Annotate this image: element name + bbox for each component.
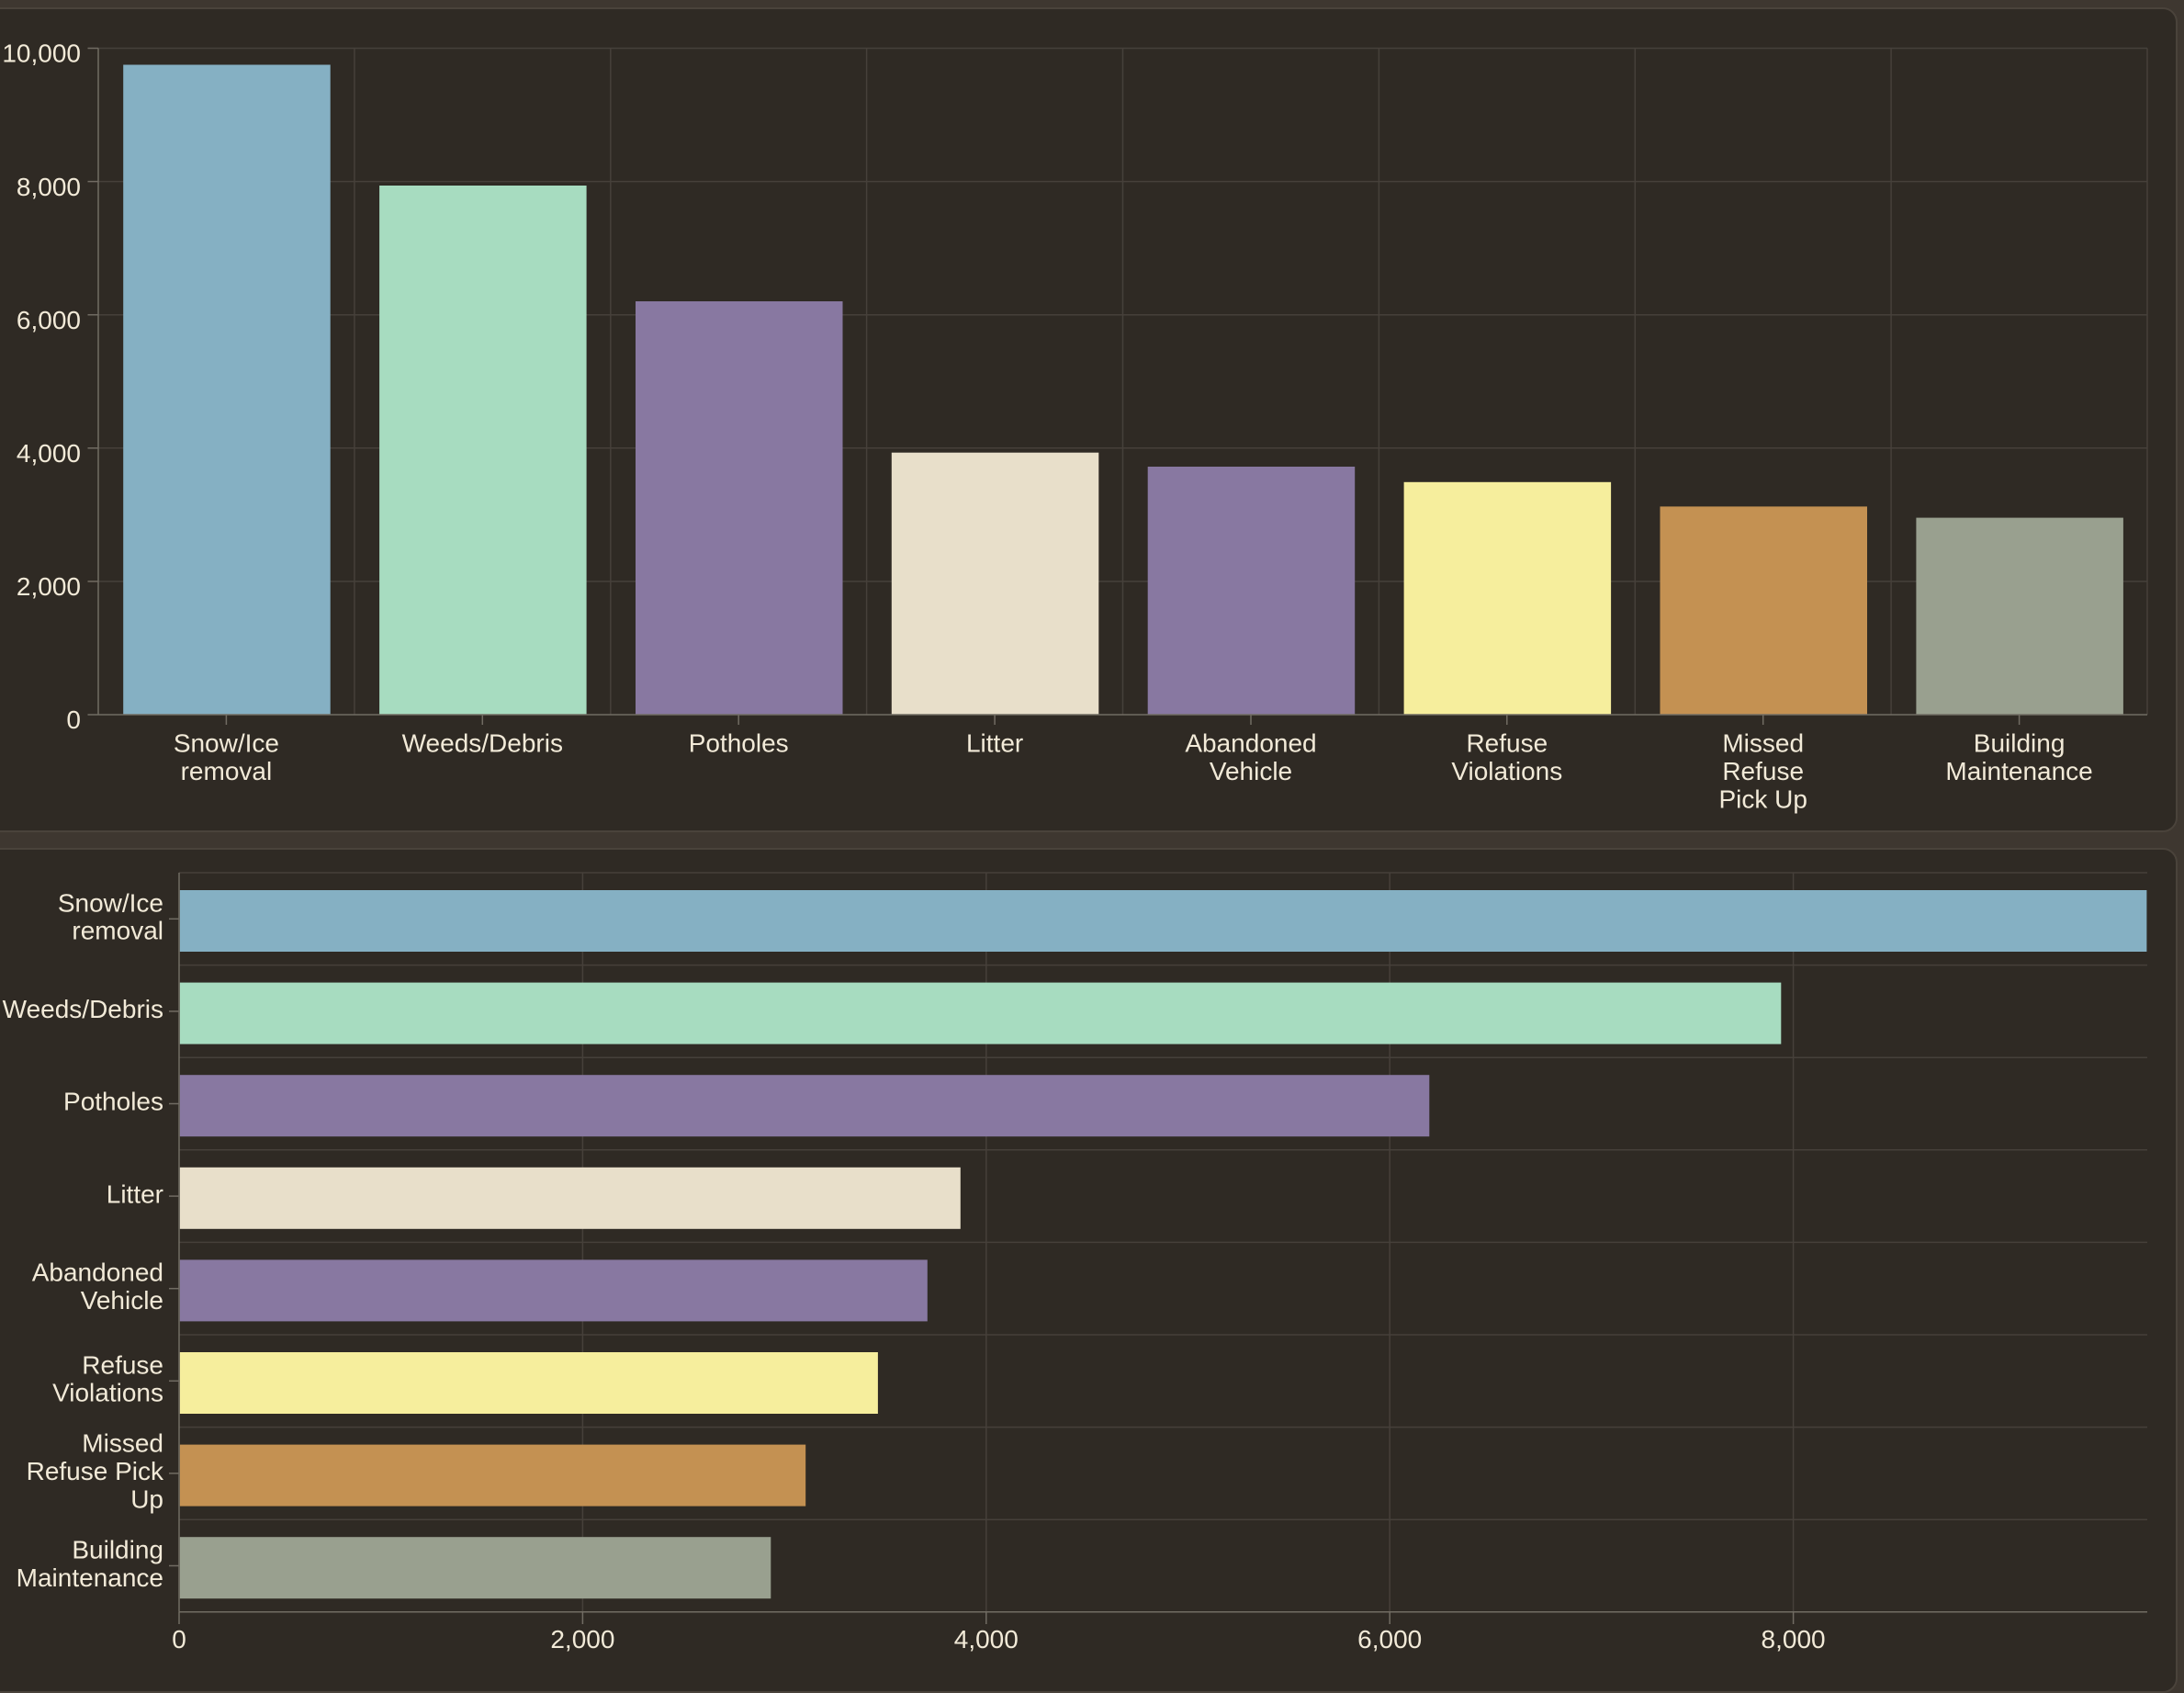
svg-text:Vehicle: Vehicle bbox=[81, 1286, 163, 1315]
svg-text:removal: removal bbox=[181, 757, 273, 785]
svg-text:6,000: 6,000 bbox=[1357, 1625, 1422, 1653]
svg-text:Maintenance: Maintenance bbox=[17, 1563, 163, 1592]
svg-text:Maintenance: Maintenance bbox=[1945, 757, 2092, 785]
svg-text:2,000: 2,000 bbox=[17, 572, 81, 601]
svg-text:8,000: 8,000 bbox=[1762, 1625, 1826, 1653]
svg-text:removal: removal bbox=[72, 917, 163, 945]
svg-text:Vehicle: Vehicle bbox=[1210, 757, 1292, 785]
svg-text:8,000: 8,000 bbox=[17, 173, 81, 201]
svg-text:Violations: Violations bbox=[1451, 757, 1562, 785]
svg-text:Snow/Ice: Snow/Ice bbox=[58, 888, 163, 917]
svg-text:Violations: Violations bbox=[52, 1379, 163, 1407]
svg-text:Abandoned: Abandoned bbox=[1185, 729, 1316, 758]
svg-text:0: 0 bbox=[172, 1625, 186, 1653]
svg-text:4,000: 4,000 bbox=[954, 1625, 1019, 1653]
svg-text:Potholes: Potholes bbox=[63, 1088, 163, 1116]
svg-text:Missed: Missed bbox=[82, 1429, 163, 1458]
svg-text:Building: Building bbox=[1974, 729, 2066, 758]
svg-text:Refuse: Refuse bbox=[1722, 757, 1804, 785]
svg-text:Refuse: Refuse bbox=[82, 1350, 163, 1379]
svg-text:Pick Up: Pick Up bbox=[1718, 785, 1807, 814]
svg-text:Snow/Ice: Snow/Ice bbox=[174, 729, 279, 758]
svg-text:Refuse: Refuse bbox=[1466, 729, 1548, 758]
svg-text:Weeds/Debris: Weeds/Debris bbox=[3, 995, 163, 1023]
svg-text:Litter: Litter bbox=[107, 1179, 163, 1208]
svg-text:4,000: 4,000 bbox=[17, 439, 81, 468]
svg-text:0: 0 bbox=[66, 705, 81, 734]
svg-text:Abandoned: Abandoned bbox=[32, 1258, 163, 1287]
svg-text:2,000: 2,000 bbox=[550, 1625, 614, 1653]
svg-text:Missed: Missed bbox=[1722, 729, 1804, 758]
svg-text:6,000: 6,000 bbox=[17, 306, 81, 334]
svg-text:Litter: Litter bbox=[966, 729, 1023, 758]
svg-text:Weeds/Debris: Weeds/Debris bbox=[402, 729, 563, 758]
svg-text:Potholes: Potholes bbox=[689, 729, 789, 758]
svg-text:Refuse Pick: Refuse Pick bbox=[27, 1457, 164, 1485]
svg-text:Building: Building bbox=[72, 1536, 163, 1564]
svg-text:Up: Up bbox=[130, 1485, 163, 1514]
svg-text:10,000: 10,000 bbox=[2, 40, 81, 68]
